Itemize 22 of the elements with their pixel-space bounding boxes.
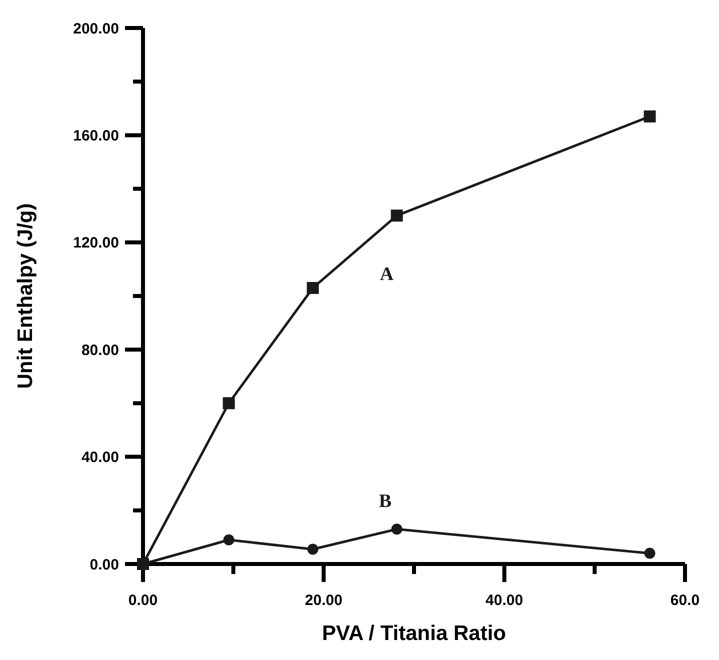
y-tick-label: 160.00: [73, 127, 119, 144]
y-axis-title: Unit Enthalpy (J/g): [14, 203, 37, 389]
point: [223, 534, 234, 546]
point: [644, 110, 656, 122]
y-tick-label: 200.00: [73, 20, 119, 38]
point: [644, 548, 656, 559]
y-tick-label: 40.00: [81, 449, 119, 466]
point: [222, 397, 235, 410]
x-tick-label: 40.00: [486, 592, 524, 609]
x-axis-title: PVA / Titania Ratio: [322, 622, 506, 645]
x-tick-label: 0.00: [128, 592, 158, 609]
y-tick-label: 120.00: [73, 234, 119, 252]
series-label: B: [378, 491, 392, 512]
series-label: A: [380, 264, 394, 285]
y-tick-label: 0.00: [90, 556, 119, 574]
point: [306, 282, 319, 294]
x-tick-label: 60.0: [670, 592, 700, 609]
point: [307, 544, 318, 555]
point: [390, 210, 403, 222]
x-tick-label: 20.00: [304, 592, 342, 609]
point: [391, 524, 402, 535]
y-tick-label: 80.00: [81, 342, 119, 359]
